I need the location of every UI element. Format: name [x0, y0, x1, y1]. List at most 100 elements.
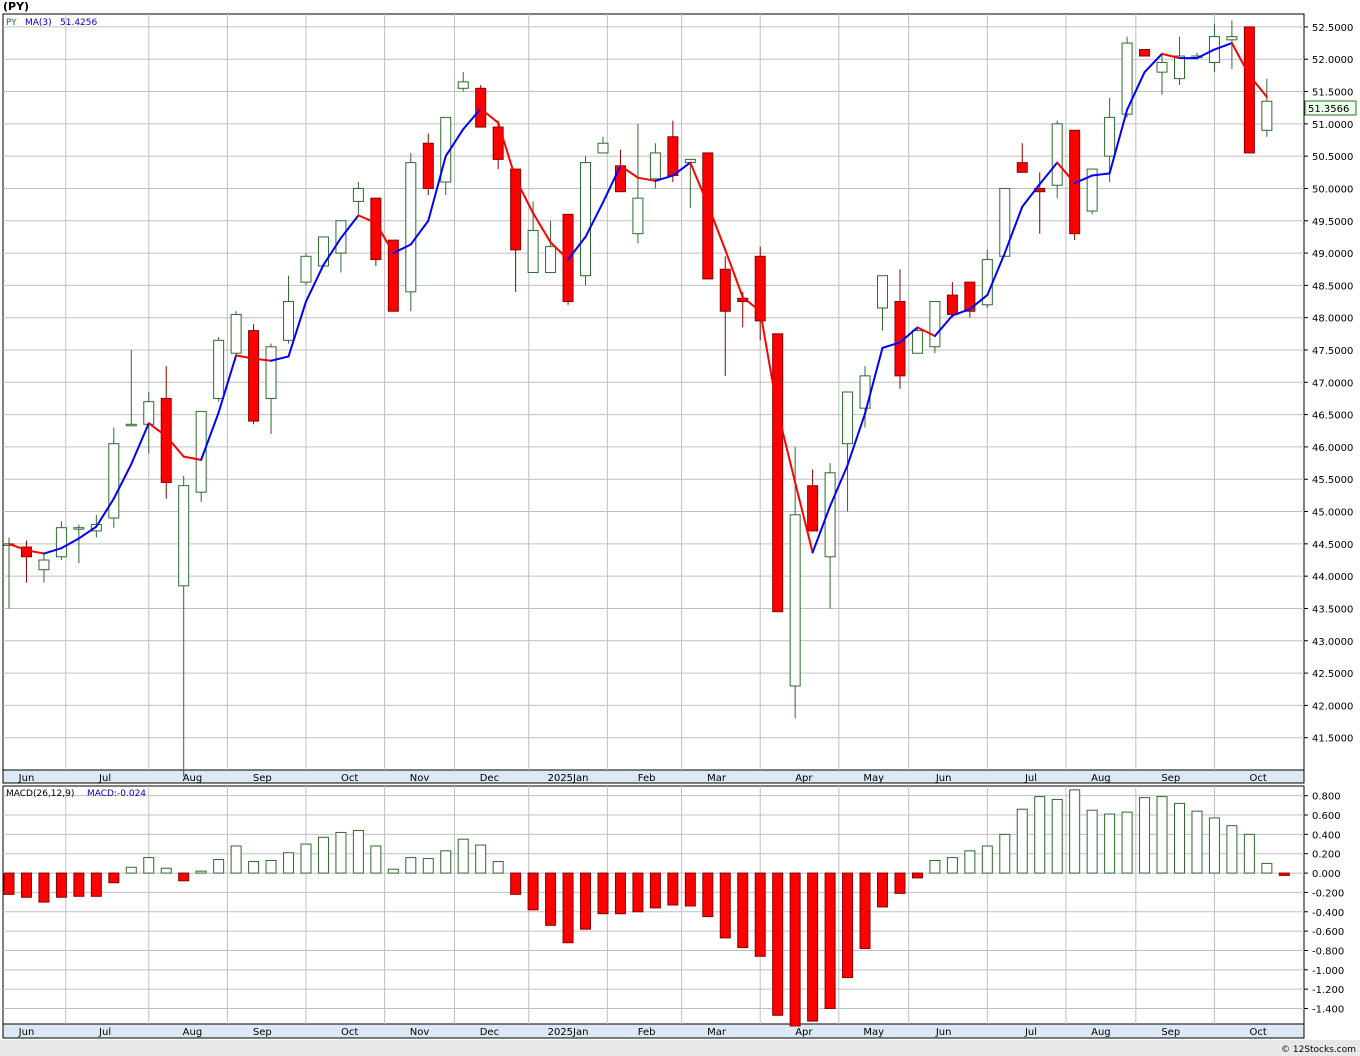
ma-segment: [287, 300, 307, 358]
price-x-month-label: Sep: [253, 773, 272, 784]
price-x-month-label: Mar: [707, 773, 727, 784]
macd-bar: [1208, 817, 1220, 874]
candle-body: [55, 527, 67, 558]
price-grid: [3, 14, 1304, 770]
legend-ma-label: MA(3): [25, 18, 52, 28]
macd-bar: [877, 872, 888, 908]
candle-body: [807, 485, 819, 532]
ma-segment: [60, 537, 80, 550]
ma-segment: [392, 243, 412, 255]
candle-body: [1226, 36, 1238, 41]
macd-x-month-label: Jun: [935, 1027, 952, 1038]
ma-segment: [794, 481, 814, 554]
price-y-tick-label: 46.0000: [1312, 443, 1353, 454]
ma-segment: [200, 411, 220, 461]
ma-segment: [636, 176, 657, 182]
ma-segment: [270, 355, 290, 362]
ma-segment: [549, 241, 570, 261]
macd-bar: [1191, 810, 1203, 874]
ma-segment: [42, 547, 63, 555]
macd-bar: [1086, 809, 1098, 874]
macd-bar: [1226, 825, 1238, 874]
price-x-month-label: Oct: [1249, 773, 1266, 784]
candle-body: [265, 346, 277, 399]
ma-segment: [829, 464, 849, 508]
macd-bar: [737, 872, 749, 949]
macd-bar: [842, 872, 854, 979]
ma-segment: [339, 214, 360, 239]
macd-bar: [981, 845, 993, 874]
candle-body: [475, 87, 487, 128]
price-x-month-label: May: [863, 773, 884, 784]
candle-body: [632, 197, 644, 235]
price-y-tick-label: 50.5000: [1312, 152, 1353, 163]
ma-segment: [374, 221, 395, 255]
ma-segment: [1056, 161, 1076, 185]
price-x-axis: Jun Jul Aug Sep Oct Nov Dec 2025Jan Feb Mar Apr May…: [18, 773, 1267, 784]
candle-body: [283, 301, 295, 341]
ma-segment: [25, 549, 45, 555]
price-x-month-label: Oct: [341, 773, 358, 784]
macd-y-tick-label: -0.200: [1312, 888, 1344, 899]
ma-segment: [217, 354, 238, 414]
macd-y-tick-label: -1.000: [1312, 966, 1344, 977]
candle-body: [911, 330, 923, 354]
ma-segment: [130, 422, 150, 466]
macd-bar: [38, 872, 50, 903]
candle-body: [422, 142, 434, 189]
macd-bar: [160, 867, 172, 874]
macd-bar: [964, 850, 976, 874]
macd-bar: [213, 859, 225, 874]
macd-bar: [614, 872, 626, 915]
candle-body: [649, 152, 661, 180]
macd-legend-value: MACD:-0.024: [87, 789, 146, 799]
macd-bar: [580, 872, 592, 930]
candle-body: [213, 339, 225, 399]
candle-body: [824, 472, 836, 558]
ma-segment: [462, 107, 482, 131]
candle-body: [580, 162, 592, 277]
candle-body: [527, 229, 539, 273]
price-y-tick-label: 50.0000: [1312, 184, 1353, 195]
candle-body: [1243, 26, 1255, 154]
candle-body: [1086, 168, 1098, 212]
ma-segment: [968, 294, 989, 311]
candle-body: [143, 401, 155, 425]
ma-segment: [864, 346, 884, 415]
macd-bar: [999, 833, 1011, 874]
price-y-tick-label: 49.5000: [1312, 217, 1353, 228]
ma-segment: [724, 248, 744, 299]
ma-segment: [95, 497, 115, 528]
macd-bar: [527, 872, 539, 911]
candle-body: [964, 281, 976, 312]
ma-segment: [409, 219, 430, 246]
price-x-month-label: Jun: [935, 773, 952, 784]
macd-x-month-label: Jul: [98, 1027, 111, 1038]
ma-segment: [567, 235, 587, 261]
macd-bar: [55, 872, 67, 898]
price-x-month-label: Jul: [1024, 773, 1037, 784]
candle-body: [510, 168, 522, 251]
ma-segment: [235, 354, 255, 360]
price-y-tick-label: 42.0000: [1312, 701, 1353, 712]
macd-bar: [248, 860, 260, 874]
candle-body: [125, 423, 137, 427]
macd-x-month-label: 2025Jan: [548, 1027, 589, 1038]
candle-body: [248, 330, 260, 422]
ma-segment: [532, 212, 552, 244]
ma-segment: [322, 237, 342, 266]
macd-bar: [649, 872, 661, 909]
ma-segment: [1108, 108, 1129, 175]
macd-bar: [283, 852, 295, 874]
price-x-month-label: Jul: [98, 773, 111, 784]
candle-body: [877, 275, 888, 309]
candle-body: [230, 313, 242, 354]
ma-segment: [182, 455, 203, 461]
ma-segment: [951, 308, 971, 317]
macd-bar: [1034, 796, 1046, 874]
macd-bar: [317, 836, 329, 874]
ma-segment: [479, 107, 500, 124]
price-y-tick-label: 43.0000: [1312, 637, 1353, 648]
macd-bar: [422, 858, 434, 874]
macd-bar: [73, 872, 85, 897]
